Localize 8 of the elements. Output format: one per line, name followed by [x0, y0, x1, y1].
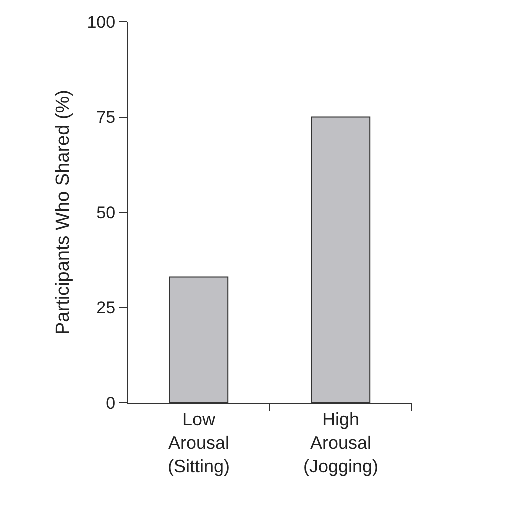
y-tick-label: 50 [96, 203, 116, 222]
x-tick-label: High Arousal (Jogging) [303, 410, 379, 476]
y-tick-label: 75 [96, 108, 116, 128]
y-axis-title: Participants Who Shared (%) [53, 90, 74, 335]
y-tick-label: 100 [87, 12, 116, 32]
y-tick-label: 25 [96, 298, 116, 318]
y-tick-label: 0 [106, 394, 116, 413]
x-tick-label: Low Arousal (Sitting) [168, 410, 230, 476]
